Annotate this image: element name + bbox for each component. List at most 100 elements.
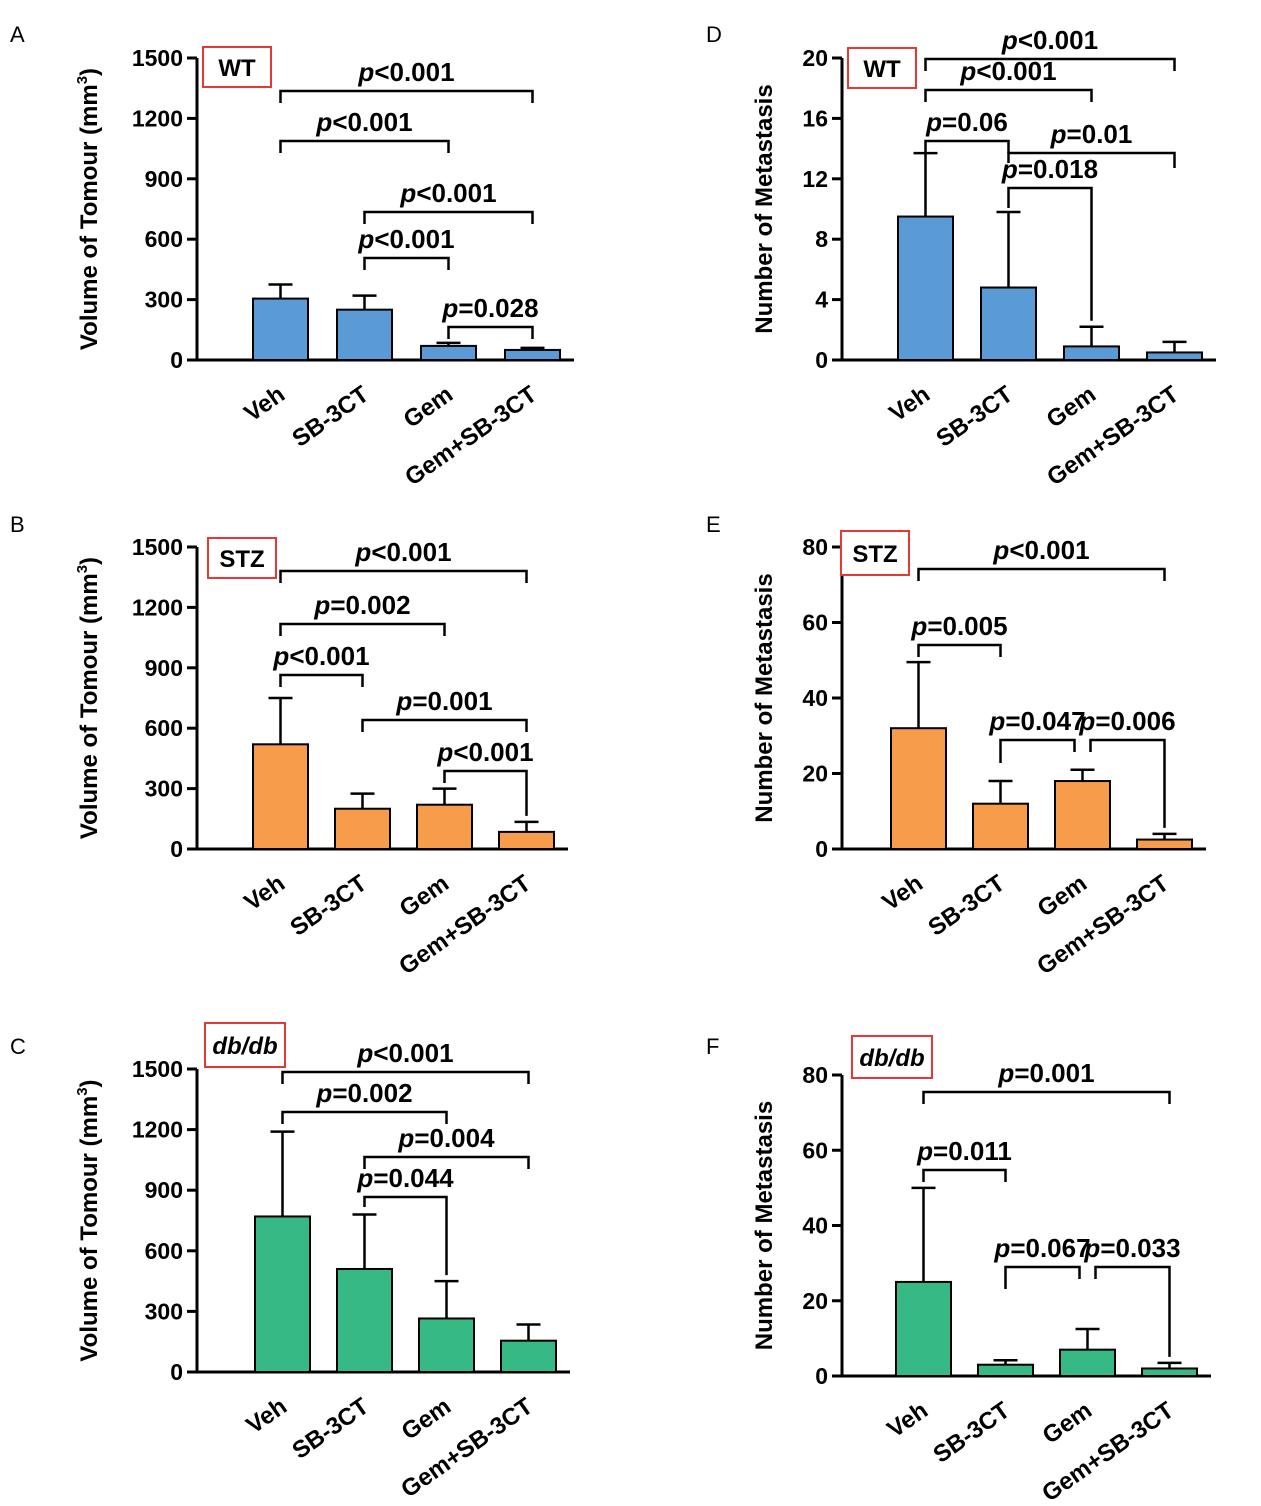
p-value-label: p=0.047: [988, 706, 1085, 736]
p-value-symbol: p: [395, 686, 412, 716]
significance-bracket: [281, 1070, 530, 1084]
p-value-text: =0.004: [414, 1123, 495, 1153]
bar-gem: [1063, 345, 1120, 362]
bar-sb-3ct: [334, 807, 391, 851]
y-tick-label: 600: [145, 1238, 183, 1264]
x-tick-label: Veh: [239, 381, 289, 428]
p-value-text: =0.018: [1018, 154, 1098, 184]
bar-veh: [895, 1280, 952, 1377]
y-tick-label: 4: [815, 287, 828, 313]
y-tick-label: 1500: [132, 534, 183, 560]
significance-bracket: [281, 1110, 448, 1124]
y-tick-label: 1500: [132, 1056, 183, 1082]
group-box: [204, 1022, 286, 1068]
bar-gem-sb-3ct: [1136, 838, 1193, 850]
p-value-text: =0.01: [1067, 119, 1133, 149]
p-value-text: =0.005: [927, 611, 1007, 641]
y-tick-label: 0: [170, 1359, 183, 1385]
y-axis-title: Volume of Tomour (mm3): [74, 557, 103, 839]
p-value-text: =0.06: [942, 107, 1008, 137]
p-value-text: =0.006: [1095, 706, 1175, 736]
group-label: db/db: [212, 1033, 277, 1060]
p-value-label: p<0.001: [992, 535, 1089, 565]
y-tick-label: 0: [815, 836, 828, 862]
x-tick-label: SB-3CT: [287, 381, 374, 453]
y-tick-label: 0: [815, 1363, 828, 1389]
p-value-symbol: p: [910, 611, 927, 641]
y-tick-label: 8: [815, 226, 828, 252]
x-tick-label: Veh: [884, 381, 934, 428]
y-tick-label: 20: [802, 45, 828, 71]
y-axis-title-main: Volume of Tomour (mm: [76, 573, 103, 839]
chart-panel-a: A 0 300 600 900 1200 1500 Volume of Tomour (mm3…: [10, 22, 574, 491]
significance-bracket: [924, 139, 1010, 153]
y-tick-label: 600: [145, 226, 183, 252]
y-tick-label: 1200: [132, 594, 183, 620]
group-box: [202, 46, 272, 88]
y-axis-title-close: ): [76, 1079, 103, 1087]
significance-bracket: [279, 89, 534, 103]
p-value-label: p<0.001: [272, 641, 369, 671]
significance-bracket: [279, 569, 528, 583]
p-value-symbol: p: [315, 1078, 332, 1108]
p-value-label: p=0.011: [916, 1136, 1012, 1166]
p-value-text: <0.001: [332, 107, 412, 137]
p-value-text: =0.033: [1100, 1233, 1180, 1263]
y-tick-label: 300: [145, 287, 183, 313]
p-value-text: =0.047: [1005, 706, 1085, 736]
panel-label: A: [10, 22, 25, 47]
y-tick-label: 300: [145, 1298, 183, 1324]
x-tick-label: Gem: [1033, 870, 1092, 923]
x-tick-label: Gem: [1038, 1397, 1097, 1450]
p-value-label: p=0.001: [395, 686, 492, 716]
p-value-label: p<0.001: [357, 224, 454, 254]
panel-label: B: [10, 512, 25, 537]
panel-label: C: [10, 1034, 26, 1059]
p-value-symbol: p: [436, 737, 453, 767]
y-tick-label: 600: [145, 715, 183, 741]
bar-gem-sb-3ct: [500, 1339, 557, 1373]
significance-bracket: [999, 738, 1076, 764]
group-label: STZ: [852, 541, 897, 568]
p-value-label: p=0.033: [1083, 1233, 1180, 1263]
p-value-text: <0.001: [416, 178, 496, 208]
x-tick-label: Veh: [241, 1393, 291, 1440]
p-value-symbol: p: [1083, 1233, 1100, 1263]
y-axis-title: Volume of Tomour (mm3): [74, 1079, 103, 1361]
bar-sb-3ct: [977, 1363, 1034, 1378]
p-value-symbol: p: [988, 706, 1005, 736]
p-value-symbol: p: [399, 178, 416, 208]
panel-label: E: [706, 512, 721, 537]
significance-bracket: [924, 57, 1176, 71]
p-value-text: =0.028: [458, 293, 538, 323]
p-value-label: p<0.001: [357, 57, 454, 87]
p-value-label: p<0.001: [315, 107, 412, 137]
group-box: [847, 47, 917, 89]
y-tick-label: 1200: [132, 105, 183, 131]
significance-bracket: [1094, 1265, 1171, 1357]
p-value-label: p=0.005: [910, 611, 1007, 641]
significance-bracket: [279, 139, 450, 153]
significance-bracket: [443, 769, 528, 816]
p-value-symbol: p: [357, 57, 374, 87]
p-value-symbol: p: [916, 1136, 933, 1166]
p-value-symbol: p: [1078, 706, 1095, 736]
p-value-label: p=0.01: [1050, 119, 1133, 149]
significance-bracket: [917, 567, 1166, 581]
x-tick-label: SB-3CT: [287, 1393, 374, 1465]
group-label: WT: [863, 56, 901, 83]
y-axis-title-sup: 3: [74, 1087, 91, 1095]
y-tick-label: 60: [802, 610, 828, 636]
significance-bracket: [363, 210, 534, 224]
p-value-text: =0.001: [412, 686, 492, 716]
p-value-symbol: p: [354, 537, 371, 567]
p-value-text: =0.002: [332, 1078, 412, 1108]
y-axis-title-main: Volume of Tomour (mm: [76, 1096, 103, 1362]
group-label: db/db: [859, 1045, 924, 1072]
p-value-symbol: p: [315, 107, 332, 137]
p-value-label: p=0.006: [1078, 706, 1175, 736]
y-axis-title-main: Volume of Tomour (mm: [76, 84, 103, 350]
